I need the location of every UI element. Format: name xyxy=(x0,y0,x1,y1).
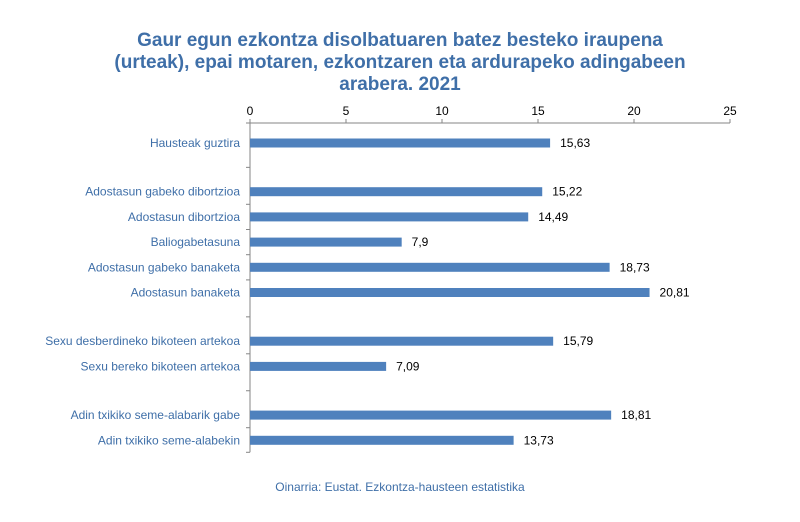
value-label: 15,63 xyxy=(560,136,590,150)
labels-layer: Hausteak guztira 15,63 Adostasun gabeko di… xyxy=(45,136,690,447)
chart-title: Gaur egun ezkontza disolbatuaren batez b… xyxy=(0,30,800,96)
axis-layer: 0 5 10 15 20 25 xyxy=(246,104,737,453)
bar xyxy=(250,262,610,272)
category-label: Adostasun gabeko banaketa xyxy=(88,260,240,274)
x-tick-label: 20 xyxy=(627,104,641,118)
value-label: 18,81 xyxy=(621,408,651,422)
bar xyxy=(250,212,529,222)
bar xyxy=(250,138,551,148)
x-tick-label: 0 xyxy=(247,104,254,118)
value-label: 14,49 xyxy=(538,210,568,224)
bar xyxy=(250,410,612,420)
bar xyxy=(250,187,543,197)
x-tick-label: 10 xyxy=(435,104,449,118)
value-label: 15,79 xyxy=(563,334,593,348)
chart-title-line-2: (urteak), epai motaren, ezkontzaren eta … xyxy=(114,52,686,73)
category-label: Baliogabetasuna xyxy=(151,235,241,249)
category-label: Sexu bereko bikoteen artekoa xyxy=(81,359,241,373)
category-label: Adin txikiko seme-alabarik gabe xyxy=(71,408,241,422)
bar xyxy=(250,336,554,346)
bars-layer xyxy=(250,138,650,445)
category-label: Hausteak guztira xyxy=(150,136,240,150)
value-label: 18,73 xyxy=(620,260,650,274)
bar xyxy=(250,237,402,247)
chart-title-line-3: arabera. 2021 xyxy=(339,74,461,95)
bar xyxy=(250,361,387,371)
chart-source: Oinarria: Eustat. Ezkontza-hausteen esta… xyxy=(275,480,525,494)
chart-title-line-1: Gaur egun ezkontza disolbatuaren batez b… xyxy=(137,30,663,51)
bar xyxy=(250,435,514,445)
bar xyxy=(250,288,650,297)
category-label: Adostasun banaketa xyxy=(131,286,241,300)
category-label: Adin txikiko seme-alabekin xyxy=(98,433,240,447)
category-label: Adostasun gabeko dibortzioa xyxy=(85,185,240,199)
value-label: 15,22 xyxy=(552,185,582,199)
value-label: 7,09 xyxy=(396,359,420,373)
value-label: 20,81 xyxy=(660,286,690,300)
x-tick-label: 15 xyxy=(531,104,545,118)
x-tick-label: 5 xyxy=(343,104,350,118)
category-label: Adostasun dibortzioa xyxy=(128,210,240,224)
x-tick-label: 25 xyxy=(723,104,737,118)
category-label: Sexu desberdineko bikoteen artekoa xyxy=(45,334,240,348)
value-label: 13,73 xyxy=(524,433,554,447)
value-label: 7,9 xyxy=(412,235,429,249)
